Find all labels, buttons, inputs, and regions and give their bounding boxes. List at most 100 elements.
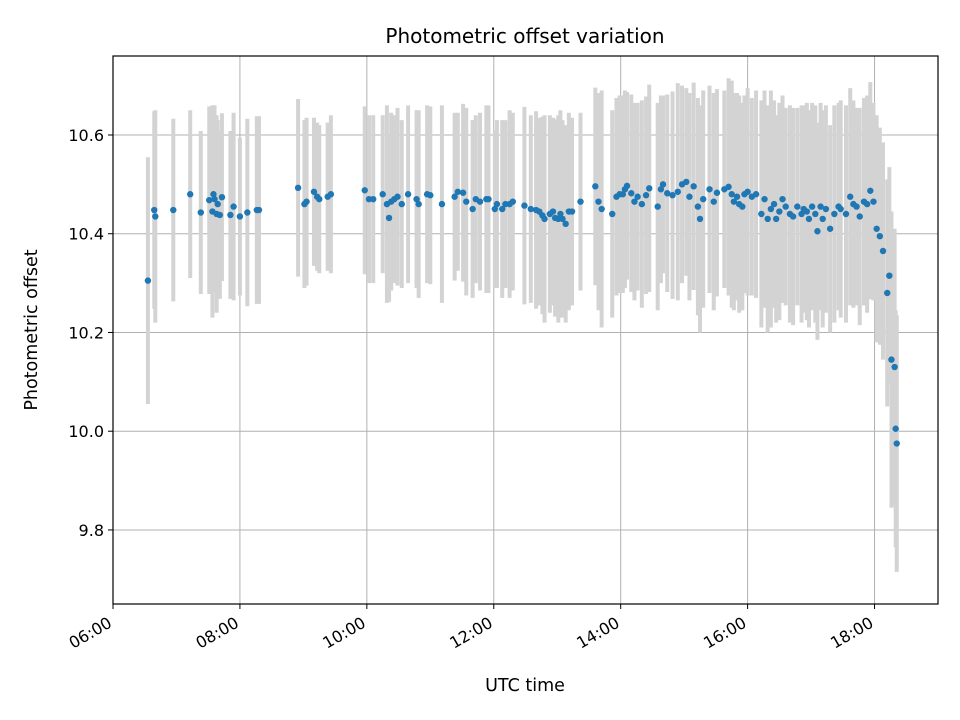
data-point xyxy=(867,187,874,194)
data-point xyxy=(451,193,458,200)
x-tick-label: 14:00 xyxy=(573,613,622,653)
data-point xyxy=(758,210,765,218)
data-point xyxy=(303,198,310,205)
data-point xyxy=(521,202,528,209)
data-point xyxy=(491,205,499,213)
data-point xyxy=(853,203,860,210)
data-point xyxy=(294,184,302,192)
data-point xyxy=(152,213,159,220)
data-point xyxy=(210,191,217,198)
data-point xyxy=(427,192,434,199)
data-point xyxy=(713,189,721,196)
data-point xyxy=(255,206,263,214)
data-point xyxy=(628,190,635,197)
data-point xyxy=(369,195,377,203)
data-point xyxy=(863,200,871,208)
data-point xyxy=(438,200,446,208)
data-point xyxy=(327,191,335,198)
y-tick-label: 10.0 xyxy=(68,422,104,441)
data-point xyxy=(893,440,900,447)
data-point xyxy=(837,205,844,213)
data-point xyxy=(609,210,616,218)
data-point xyxy=(197,209,204,216)
data-point xyxy=(805,215,813,223)
data-point xyxy=(415,200,422,208)
data-point xyxy=(831,210,838,218)
data-point xyxy=(634,193,641,200)
data-point xyxy=(230,203,237,210)
data-point xyxy=(733,193,741,200)
data-point xyxy=(509,198,517,205)
data-point xyxy=(404,191,412,198)
data-point xyxy=(728,191,735,198)
data-point xyxy=(619,191,627,198)
data-point xyxy=(577,198,584,205)
data-point xyxy=(812,210,819,218)
data-point xyxy=(218,193,226,201)
data-point xyxy=(646,185,653,192)
data-point xyxy=(463,198,470,205)
data-point xyxy=(856,213,863,220)
data-point xyxy=(847,193,854,200)
data-point xyxy=(659,181,667,188)
data-point xyxy=(752,191,760,198)
data-point xyxy=(891,363,898,371)
data-point xyxy=(379,191,386,198)
data-point xyxy=(469,205,476,213)
data-point xyxy=(394,193,401,200)
y-tick-label: 10.6 xyxy=(68,126,104,145)
x-tick-label: 08:00 xyxy=(192,613,241,653)
data-point xyxy=(814,228,821,235)
data-point xyxy=(623,182,631,190)
data-point xyxy=(559,215,566,223)
data-point xyxy=(598,205,605,213)
data-point xyxy=(385,214,393,222)
data-point xyxy=(886,272,893,279)
data-point xyxy=(884,289,891,297)
data-point xyxy=(485,195,492,203)
data-point xyxy=(794,203,801,210)
x-tick-label: 12:00 xyxy=(446,613,495,653)
y-axis-ticks: 9.8 10.0 10.2 10.4 10.6 xyxy=(68,126,113,540)
data-point xyxy=(595,198,602,205)
data-point xyxy=(694,203,702,210)
data-point xyxy=(730,198,738,205)
data-point xyxy=(739,203,746,210)
data-point xyxy=(499,205,506,213)
data-point xyxy=(842,210,850,218)
data-point xyxy=(227,211,234,219)
data-point xyxy=(398,200,405,208)
data-point xyxy=(244,209,251,216)
data-point xyxy=(879,247,887,255)
data-point xyxy=(187,191,194,198)
data-point xyxy=(549,208,557,215)
data-point xyxy=(761,195,768,203)
data-point xyxy=(541,215,548,223)
data-point xyxy=(669,192,676,199)
data-point xyxy=(876,232,884,240)
data-point xyxy=(413,195,420,203)
data-point xyxy=(592,183,599,190)
data-point xyxy=(772,215,780,223)
data-point xyxy=(779,195,786,203)
data-point xyxy=(767,205,775,213)
data-point xyxy=(310,188,318,195)
data-point xyxy=(699,195,707,203)
data-point xyxy=(817,203,824,210)
data-point xyxy=(826,225,834,232)
data-point xyxy=(562,220,569,228)
data-point xyxy=(803,208,811,215)
data-point xyxy=(819,215,826,223)
data-point xyxy=(888,356,895,363)
data-point xyxy=(459,189,467,196)
x-tick-label: 10:00 xyxy=(319,613,368,653)
data-point xyxy=(782,203,789,210)
chart-title: Photometric offset variation xyxy=(385,24,664,48)
data-point xyxy=(631,198,638,205)
data-point xyxy=(216,211,224,219)
data-point xyxy=(316,195,323,203)
data-point xyxy=(822,205,830,213)
data-point xyxy=(361,187,368,194)
data-point xyxy=(654,203,661,210)
